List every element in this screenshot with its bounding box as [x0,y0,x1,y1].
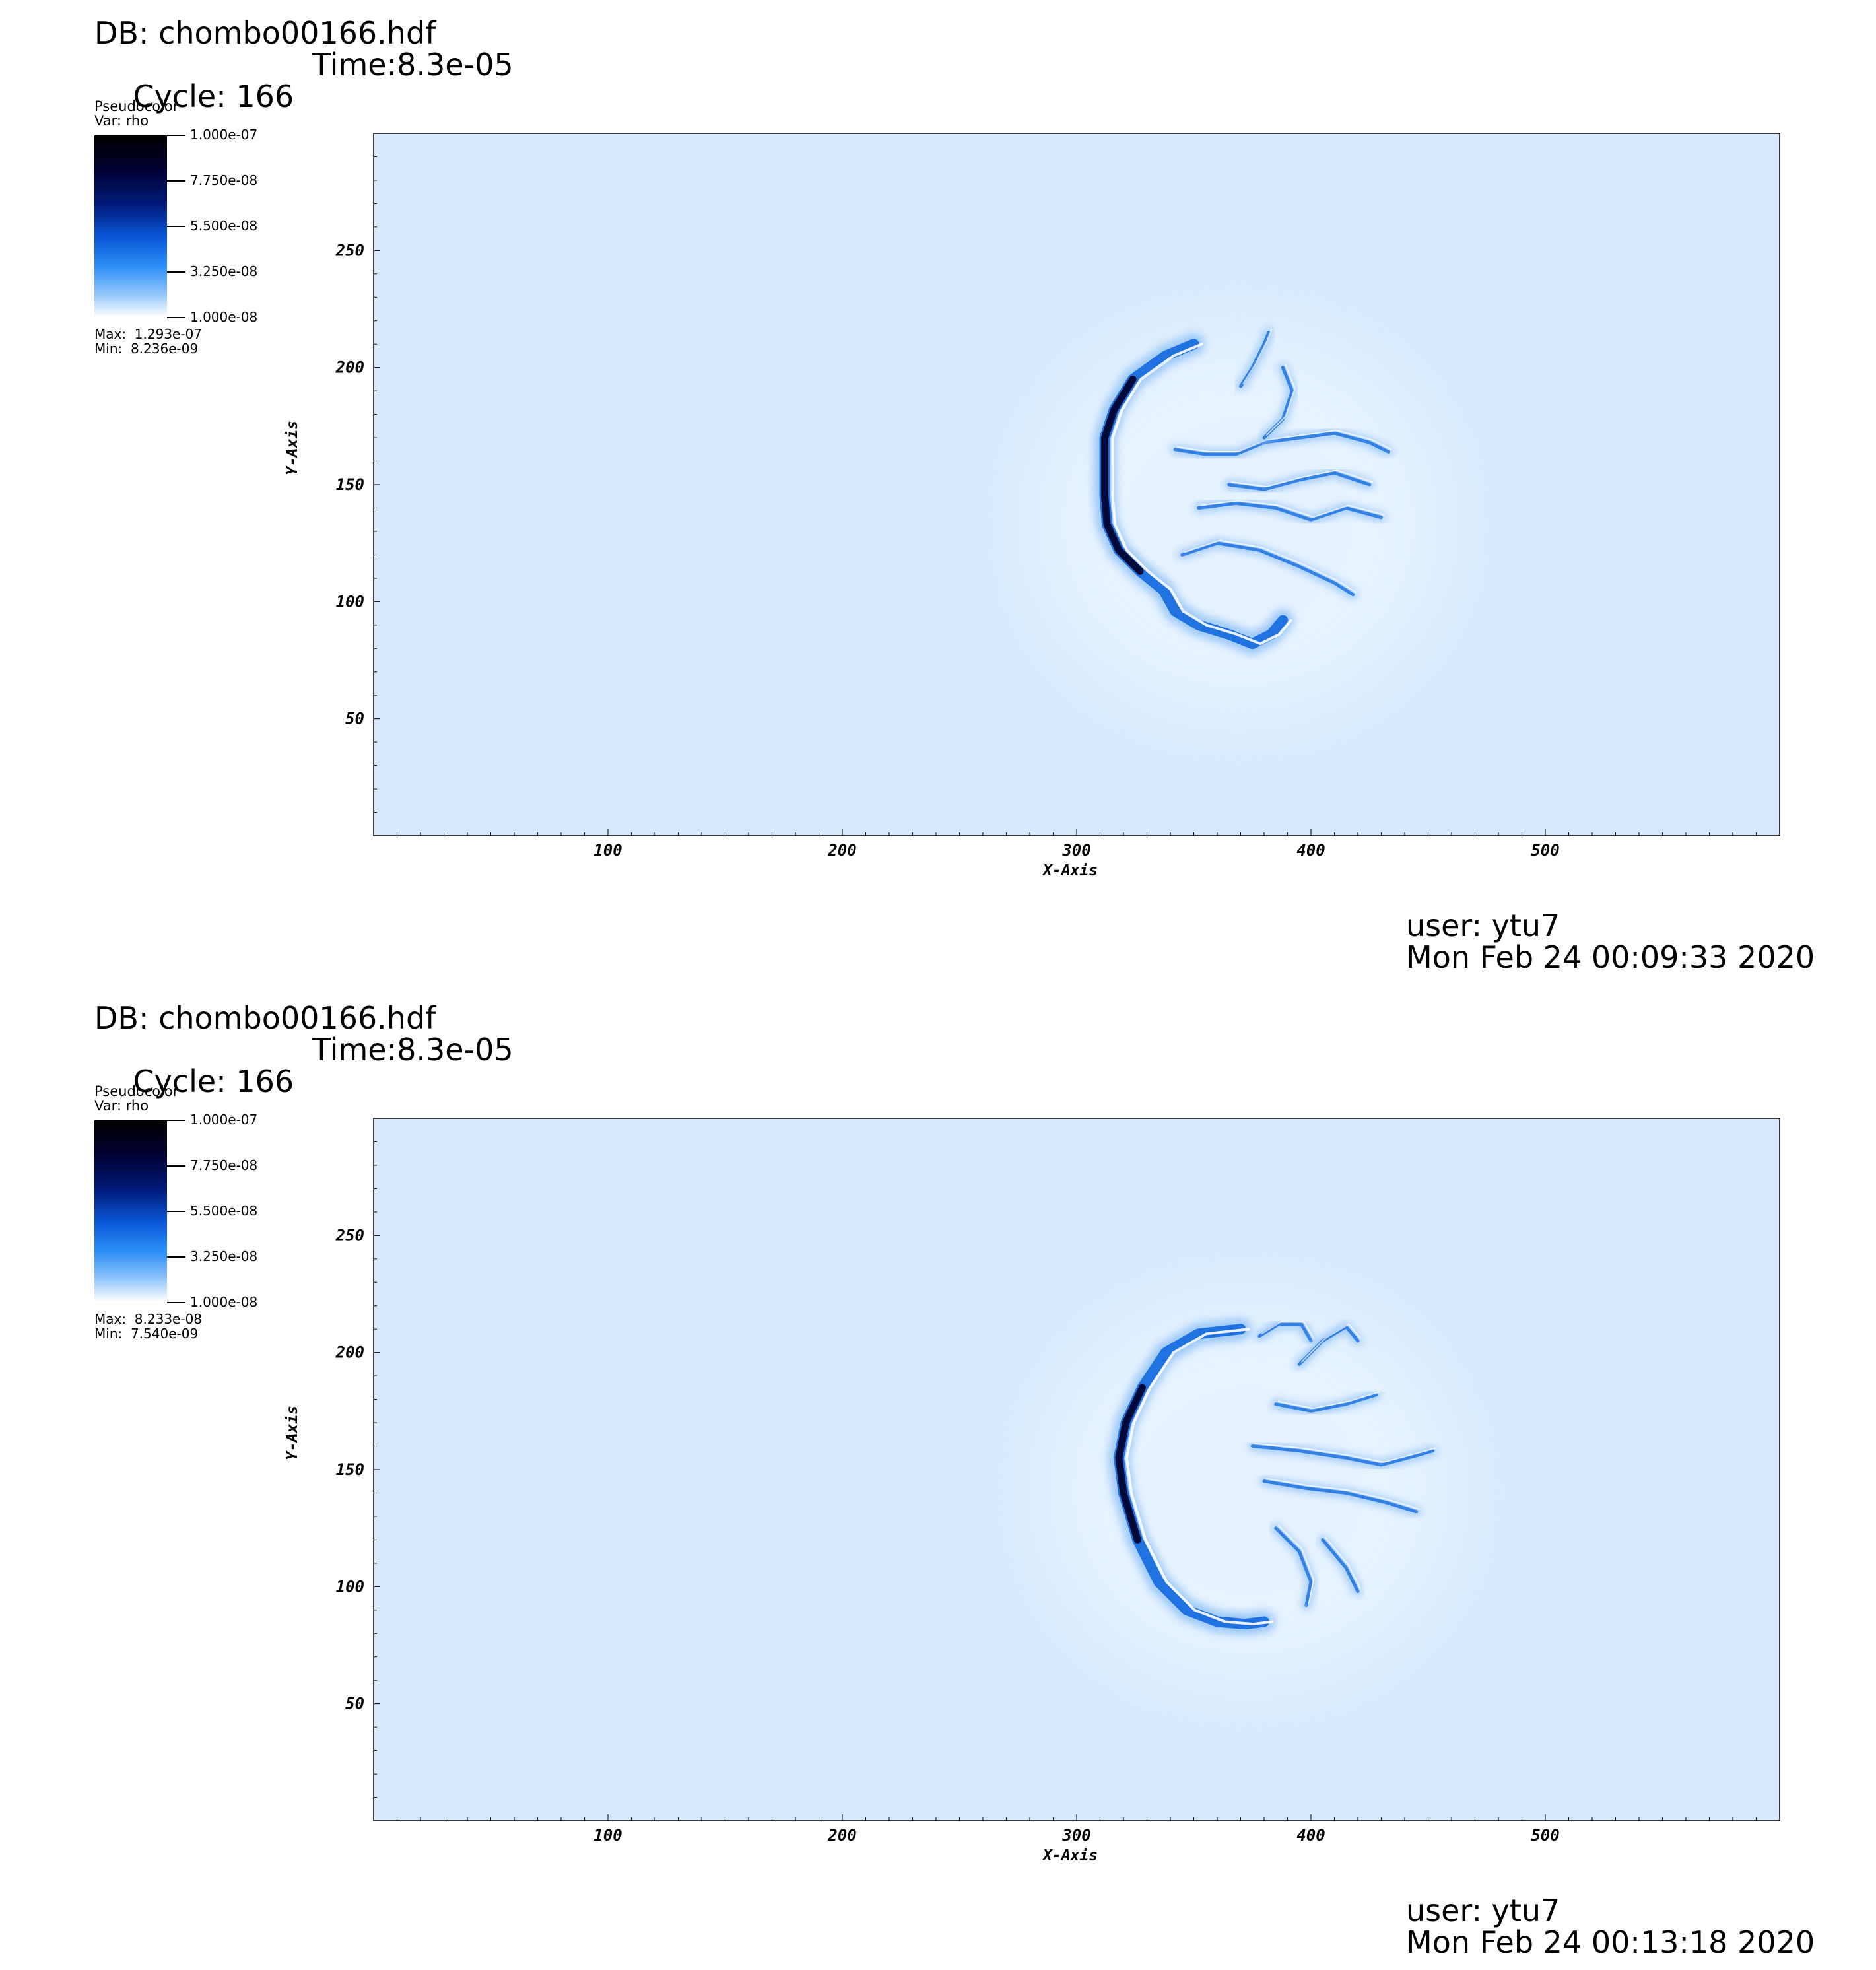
colorbar-tick-label: 1.000e-08 [190,309,258,325]
colorbar-tick-label: 3.250e-08 [190,263,258,279]
x-tick-label: 100 [593,841,622,860]
legend-plot-type: Pseudocolor [94,98,179,114]
y-axis-title: Y-Axis [284,420,301,475]
colorbar-tick [167,1165,185,1167]
date-label: Mon Feb 24 00:09:33 2020 [1406,939,1815,975]
x-tick-label: 400 [1296,841,1325,860]
y-tick-label: 50 [345,1695,364,1713]
tendril-highlight [1277,1391,1380,1410]
colorbar-tick [167,135,185,136]
colorbar-tick-label: 1.000e-07 [190,127,258,143]
colorbar-tick-label: 5.500e-08 [190,1203,258,1219]
y-tick-label: 100 [336,592,364,611]
tendril-highlight [1184,539,1357,593]
density-plot: 100 200 300 400 500 50 100 150 200 250 [335,1118,1780,1845]
x-tick-label: 400 [1296,1826,1325,1845]
user-label: user: ytu7 [1406,1893,1560,1928]
tendril-highlight [1324,1536,1361,1590]
tendril [1250,1444,1435,1467]
plot-panel-2: DB: chombo00166.hdf Cycle: 166 Time:8.3e… [0,985,1876,1970]
colorbar-tick [167,1211,185,1212]
colorbar [94,135,167,317]
cycle-value: Cycle: 166 [133,79,294,114]
shock-inner-edge [1125,1328,1273,1626]
legend-variable: Var: rho [94,113,149,129]
legend-min: Min: 7.540e-09 [94,1326,199,1342]
date-label: Mon Feb 24 00:13:18 2020 [1406,1924,1815,1960]
legend-min: Min: 8.236e-09 [94,341,199,357]
db-label: DB: chombo00166.hdf [94,15,436,51]
tendril-highlight [1242,329,1273,384]
tendril-highlight [1230,469,1373,488]
tendril-highlight [1301,1323,1361,1363]
tendril-highlight [1177,429,1392,452]
tendril [1257,1322,1313,1343]
tendril-highlight [1277,1524,1315,1604]
colorbar-tick-label: 7.750e-08 [190,1157,258,1173]
colorbar-tick-label: 7.750e-08 [190,172,258,188]
density-plot: 100 200 300 400 500 50 100 150 200 250 [335,133,1780,860]
colorbar-tick [167,317,185,318]
time-value: Time:8.3e-05 [312,1032,514,1068]
tendril [1321,1538,1360,1593]
colorbar-tick [167,180,185,182]
x-axis-title: X-Axis [1043,1847,1098,1864]
shock-core [1115,1384,1146,1544]
colorbar-tick [167,1256,185,1258]
x-tick-label: 300 [1061,1826,1090,1845]
db-label: DB: chombo00166.hdf [94,1000,436,1036]
colorbar-tick [167,1302,185,1303]
colorbar [94,1120,167,1302]
tendril-highlight [1266,364,1296,436]
colorbar-tick-label: 1.000e-07 [190,1112,258,1128]
colorbar-tick-label: 5.500e-08 [190,218,258,234]
shock-inner-edge [1111,343,1292,646]
tendril [1262,1479,1419,1514]
colorbar-tick [167,226,185,227]
tendril [1173,431,1390,456]
plot-panel-1: DB: chombo00166.hdf Cycle: 166 Time:8.3e… [94,15,1815,975]
tendril [1274,1393,1378,1413]
colorbar-tick-label: 3.250e-08 [190,1248,258,1264]
y-tick-label: 200 [335,1343,364,1362]
y-tick-label: 200 [335,358,364,377]
tendril-highlight [1254,1443,1436,1463]
x-tick-label: 500 [1531,841,1559,860]
tendril-highlight [1200,500,1385,518]
y-tick-label: 100 [336,1577,364,1596]
cycle-label: Cycle: 166 Time:8.3e-05 [94,1034,514,1161]
y-tick-label: 250 [335,1226,364,1244]
tendril [1227,471,1372,491]
tendril [1274,1526,1313,1608]
y-tick-label: 250 [335,241,364,259]
colorbar-tick-label: 1.000e-08 [190,1294,258,1310]
x-axis-title: X-Axis [1043,862,1098,879]
x-tick-label: 200 [827,1826,856,1845]
user-label: user: ytu7 [1406,908,1560,943]
y-tick-label: 50 [345,710,364,728]
tendril [1180,541,1355,597]
y-axis-title: Y-Axis [284,1405,301,1460]
tendril [1239,331,1271,388]
legend-max: Max: 8.233e-08 [94,1311,203,1327]
shock-core [1101,375,1144,575]
y-tick-label: 150 [336,1460,364,1479]
x-tick-label: 100 [593,1826,622,1845]
tendril-highlight [1266,1478,1420,1510]
tendril-highlight [1261,1321,1314,1339]
legend-plot-type: Pseudocolor [94,1083,179,1099]
x-tick-label: 300 [1061,841,1090,860]
x-tick-label: 200 [827,841,856,860]
y-tick-label: 150 [336,475,364,494]
cycle-label: Cycle: 166 Time:8.3e-05 [94,49,514,176]
bubble-glow [1027,325,1450,722]
cycle-value: Cycle: 166 [133,1064,294,1099]
colorbar-tick [167,271,185,273]
legend-variable: Var: rho [94,1098,149,1114]
legend-max: Max: 1.293e-07 [94,326,203,342]
tendril [1197,501,1383,522]
colorbar-tick [167,1120,185,1121]
x-tick-label: 500 [1531,1826,1559,1845]
time-value: Time:8.3e-05 [312,47,514,83]
